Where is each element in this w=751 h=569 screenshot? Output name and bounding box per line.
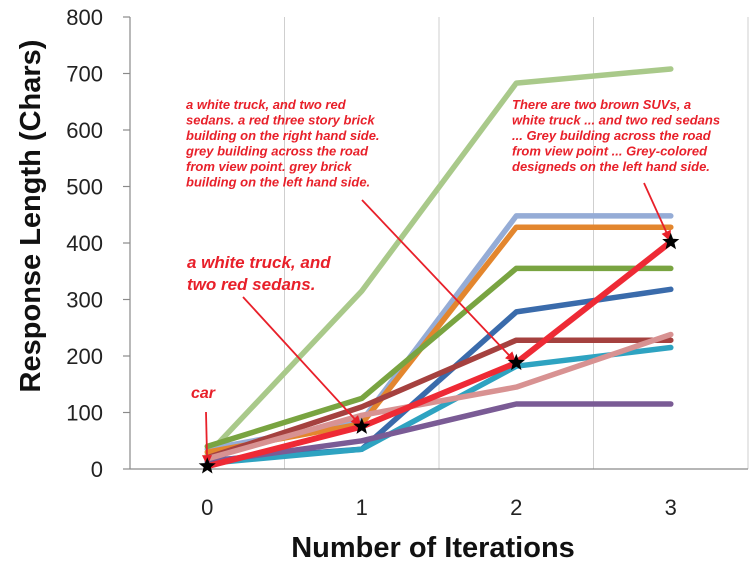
annotation-line: from view point. grey brick [186, 159, 352, 174]
series-line-3 [204, 265, 674, 450]
y-tick-label-4: 400 [66, 231, 103, 256]
series-line-0 [204, 66, 674, 458]
y-tick-label-1: 100 [66, 401, 103, 426]
annotation-line: sedans. a red three story brick [186, 113, 375, 128]
series-line-8 [204, 331, 674, 462]
y-axis-title: Response Length (Chars) [15, 40, 47, 393]
x-axis-title: Number of Iterations [291, 532, 575, 564]
y-tick-label-5: 500 [66, 175, 103, 200]
annotation-line: a white truck, and two red [186, 97, 347, 112]
y-tick-label-8: 800 [66, 5, 103, 30]
x-tick-label-3: 3 [665, 495, 677, 520]
annotation-car: car [191, 385, 216, 402]
annotation-line: from view point ... Grey-colored [512, 144, 708, 159]
series-line-7 [204, 401, 674, 465]
x-tick-label-2: 2 [510, 495, 522, 520]
star-marker-3 [662, 232, 680, 250]
annotation-iter2: a white truck, and two red sedans. a red … [185, 97, 380, 190]
star-marker-1 [353, 417, 371, 434]
y-tick-label-0: 0 [91, 457, 103, 482]
annotation-arrow-iter1 [242, 296, 363, 428]
annotation-line: grey building across the road [185, 144, 369, 159]
annotation-arrow-iter2 [361, 199, 517, 364]
x-tick-label-1: 1 [356, 495, 368, 520]
y-tick-label-7: 700 [66, 62, 103, 87]
series-lines [204, 66, 674, 470]
annotation-line: ... Grey building across the road [512, 128, 712, 143]
y-tick-labels: 0 100 200 300 400 500 600 700 800 [66, 5, 103, 482]
annotation-iter1: a white truck, and two red sedans. [187, 253, 331, 294]
annotation-iter3: There are two brown SUVs, a white truck .… [512, 97, 720, 174]
series-line-5 [204, 337, 674, 461]
x-tick-label-0: 0 [201, 495, 213, 520]
annotation-line: There are two brown SUVs, a [512, 97, 691, 112]
x-tick-labels: 0 1 2 3 [201, 495, 677, 520]
annotation-line: car [191, 385, 216, 402]
y-tick-label-3: 300 [66, 288, 103, 313]
star-marker-2 [507, 353, 525, 371]
annotation-line: a white truck, and [187, 253, 331, 272]
annotation-line: white truck ... and two red sedans [512, 113, 720, 128]
axes [123, 16, 748, 470]
series-line-6 [204, 344, 674, 467]
series-line-9 [204, 238, 674, 470]
y-tick-label-6: 600 [66, 118, 103, 143]
annotation-line: two red sedans. [187, 275, 315, 294]
markers [198, 232, 680, 474]
annotation-line: building on the right hand side. [186, 128, 380, 143]
annotation-line: designeds on the left hand side. [512, 159, 710, 174]
y-tick-label-2: 200 [66, 344, 103, 369]
annotation-line: building on the left hand side. [186, 175, 370, 190]
star-marker-0 [198, 457, 216, 474]
